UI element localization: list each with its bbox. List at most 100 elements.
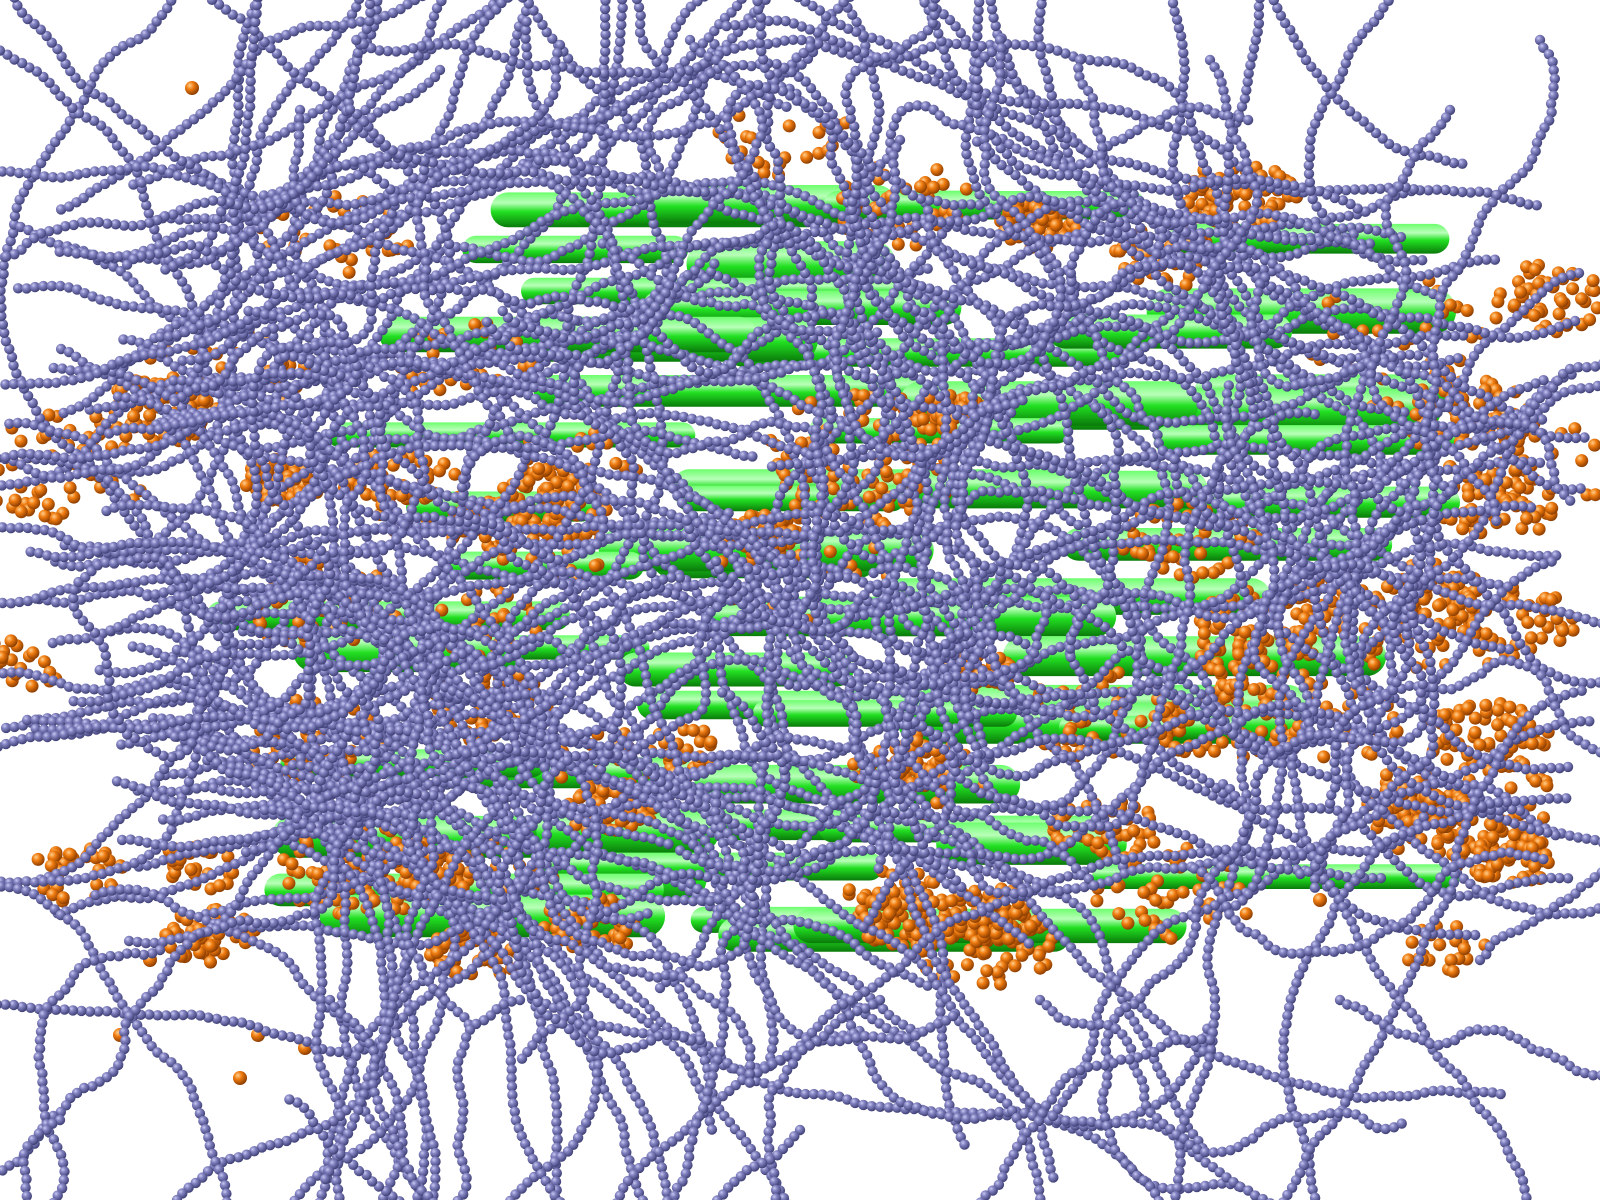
- orange-bead: [686, 723, 700, 737]
- orange-bead: [282, 876, 296, 890]
- orange-bead: [980, 964, 994, 978]
- orange-bead: [959, 182, 973, 196]
- orange-bead: [64, 848, 78, 862]
- orange-bead: [1134, 714, 1148, 728]
- orange-bead: [1196, 566, 1210, 580]
- orange-bead: [1540, 779, 1554, 793]
- orange-bead: [823, 545, 837, 559]
- orange-bead: [44, 859, 58, 873]
- orange-bead: [26, 646, 40, 660]
- orange-bead: [1112, 907, 1126, 921]
- orange-bead: [204, 939, 218, 953]
- orange-bead: [31, 852, 45, 866]
- orange-bead: [1405, 935, 1419, 949]
- orange-bead: [757, 166, 771, 180]
- orange-bead: [285, 857, 299, 871]
- orange-bead: [1566, 282, 1580, 296]
- orange-bead: [1444, 953, 1458, 967]
- orange-bead: [0, 495, 3, 507]
- orange-bead: [1489, 311, 1503, 325]
- orange-bead: [1482, 869, 1495, 883]
- orange-bead: [862, 490, 876, 504]
- orange-bead: [119, 429, 133, 443]
- orange-bead: [977, 925, 991, 939]
- orange-bead: [1461, 701, 1475, 715]
- orange-bead: [1121, 916, 1135, 930]
- orange-bead: [25, 679, 39, 693]
- orange-bead: [930, 163, 944, 177]
- orange-bead: [1586, 274, 1600, 288]
- orange-bead: [609, 456, 623, 470]
- orange-bead: [42, 408, 56, 422]
- polymer-bead: [959, 1139, 970, 1150]
- orange-bead: [1451, 710, 1465, 724]
- orange-bead: [1528, 263, 1542, 277]
- orange-bead: [1127, 824, 1141, 838]
- orange-bead: [704, 735, 718, 749]
- orange-bead: [1545, 593, 1558, 607]
- orange-bead: [0, 463, 5, 477]
- orange-bead: [127, 409, 141, 423]
- orange-bead: [1507, 828, 1521, 842]
- orange-bead: [1525, 737, 1539, 751]
- orange-bead: [994, 977, 1007, 991]
- orange-bead: [1555, 294, 1569, 308]
- orange-bead: [1090, 894, 1104, 908]
- orange-bead: [1091, 836, 1105, 850]
- orange-bead: [1479, 627, 1493, 641]
- orange-bead: [311, 867, 325, 881]
- orange-bead: [212, 879, 226, 893]
- orange-bead: [14, 434, 28, 448]
- orange-bead: [1247, 683, 1261, 696]
- orange-bead: [960, 958, 974, 972]
- orange-bead: [41, 497, 55, 511]
- orange-bead: [924, 423, 938, 437]
- orange-bead: [1556, 624, 1570, 637]
- orange-bead: [1575, 292, 1588, 306]
- orange-bead: [27, 496, 41, 510]
- orange-bead: [342, 265, 356, 279]
- orange-bead: [233, 1071, 247, 1085]
- orange-bead: [38, 509, 52, 523]
- orange-bead: [1367, 657, 1381, 671]
- orange-bead: [1166, 550, 1180, 564]
- orange-bead: [433, 464, 446, 478]
- orange-bead: [1446, 603, 1460, 617]
- orange-bead: [1179, 278, 1193, 292]
- orange-bead: [1239, 187, 1253, 201]
- orange-bead: [1527, 309, 1541, 322]
- orange-bead: [1136, 547, 1149, 561]
- orange-bead: [927, 180, 940, 194]
- orange-bead: [800, 150, 814, 164]
- orange-bead: [4, 634, 18, 648]
- orange-bead: [1446, 964, 1460, 978]
- orange-bead: [1317, 750, 1331, 764]
- orange-bead: [1468, 711, 1482, 725]
- orange-bead: [14, 505, 28, 519]
- orange-bead: [1545, 501, 1559, 515]
- orange-bead: [1208, 744, 1221, 758]
- orange-bead: [1008, 959, 1022, 973]
- orange-bead: [1473, 738, 1487, 752]
- orange-bead: [588, 559, 602, 573]
- orange-bead: [1491, 703, 1505, 717]
- orange-bead: [1524, 631, 1538, 645]
- orange-bead: [875, 481, 889, 495]
- orange-bead: [1024, 919, 1038, 933]
- orange-bead: [1313, 893, 1327, 907]
- orange-bead: [1212, 664, 1226, 678]
- orange-bead: [1176, 885, 1190, 899]
- orange-bead: [8, 493, 22, 507]
- orange-bead: [49, 512, 63, 526]
- orange-bead: [1015, 948, 1029, 962]
- orange-bead: [1033, 961, 1047, 975]
- orange-bead: [914, 180, 927, 194]
- orange-bead: [1032, 948, 1046, 962]
- orange-bead: [1440, 752, 1454, 766]
- orange-bead: [1513, 481, 1527, 495]
- orange-bead: [991, 965, 1004, 979]
- orange-bead: [1456, 522, 1470, 536]
- orange-bead: [1197, 626, 1211, 640]
- orange-bead: [1529, 774, 1543, 788]
- orange-bead: [1491, 295, 1505, 309]
